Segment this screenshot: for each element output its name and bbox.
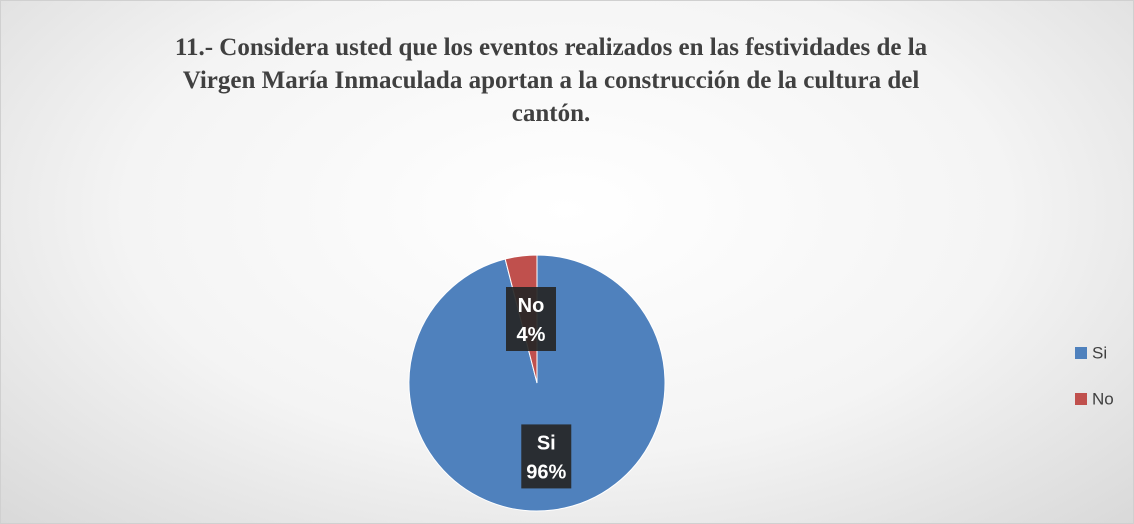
legend-swatch [1075, 347, 1087, 359]
data-label-box [506, 287, 556, 351]
legend-label: Si [1092, 343, 1107, 362]
data-label-value: 96% [526, 461, 566, 483]
legend-label: No [1092, 389, 1114, 408]
data-label: No 4% [517, 295, 546, 346]
legend-swatch [1075, 393, 1087, 405]
data-label: Si 96% [526, 432, 566, 483]
chart-title: 11.- Considera usted que los eventos rea… [174, 34, 928, 127]
data-label-category: Si [537, 432, 556, 454]
data-label-value: 4% [517, 324, 546, 346]
data-label-category: No [518, 295, 545, 317]
data-label-box [521, 424, 572, 489]
